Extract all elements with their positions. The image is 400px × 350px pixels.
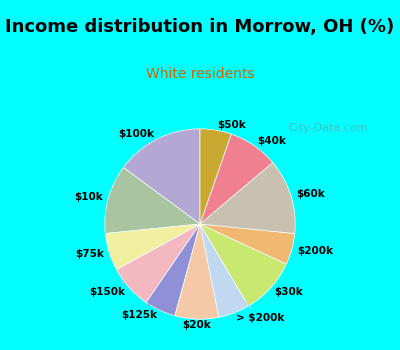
- Text: White residents: White residents: [146, 66, 254, 80]
- Wedge shape: [200, 224, 286, 306]
- Wedge shape: [116, 224, 200, 302]
- Text: $50k: $50k: [210, 120, 246, 170]
- Wedge shape: [200, 224, 248, 317]
- Text: > $200k: > $200k: [221, 275, 284, 323]
- Text: Income distribution in Morrow, OH (%): Income distribution in Morrow, OH (%): [5, 19, 395, 36]
- Wedge shape: [105, 168, 200, 233]
- Text: City-Data.com: City-Data.com: [288, 123, 368, 133]
- Text: $10k: $10k: [74, 193, 147, 210]
- Text: $200k: $200k: [253, 238, 333, 256]
- Text: $75k: $75k: [75, 240, 147, 259]
- Text: $125k: $125k: [122, 274, 176, 320]
- Text: $20k: $20k: [182, 279, 211, 330]
- Wedge shape: [200, 162, 295, 233]
- Wedge shape: [200, 134, 273, 224]
- Text: $40k: $40k: [232, 136, 286, 179]
- Wedge shape: [123, 129, 200, 224]
- Wedge shape: [200, 129, 231, 224]
- Text: $30k: $30k: [241, 261, 304, 296]
- Wedge shape: [175, 224, 219, 319]
- Wedge shape: [200, 224, 295, 264]
- Text: $150k: $150k: [89, 260, 159, 296]
- Text: $60k: $60k: [253, 189, 325, 208]
- Text: $100k: $100k: [118, 129, 174, 175]
- Wedge shape: [105, 224, 200, 270]
- Wedge shape: [146, 224, 200, 316]
